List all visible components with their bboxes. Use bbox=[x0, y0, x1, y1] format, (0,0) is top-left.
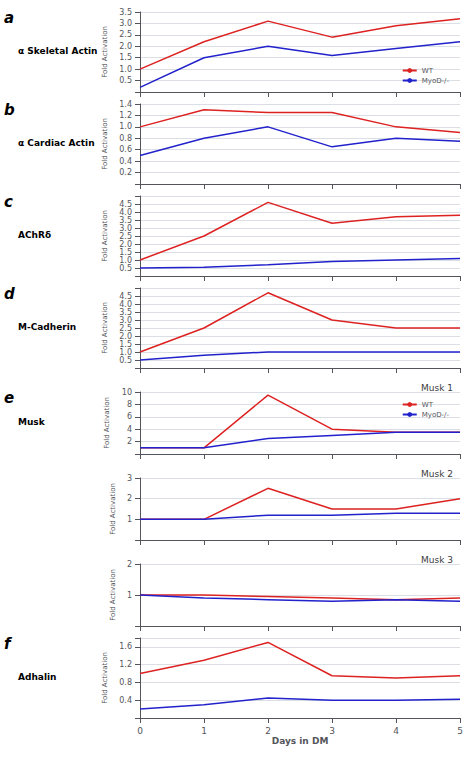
svg-text:4.0: 4.0 bbox=[119, 300, 132, 309]
svg-text:4.5: 4.5 bbox=[119, 200, 132, 209]
svg-text:Adhalin: Adhalin bbox=[18, 672, 56, 682]
svg-text:4.5: 4.5 bbox=[119, 292, 132, 301]
svg-text:5: 5 bbox=[457, 726, 463, 736]
svg-text:3.0: 3.0 bbox=[119, 224, 132, 233]
svg-text:4.0: 4.0 bbox=[119, 208, 132, 217]
svg-text:2: 2 bbox=[127, 560, 132, 569]
svg-text:1.4: 1.4 bbox=[119, 100, 132, 109]
svg-text:Fold Activation: Fold Activation bbox=[101, 210, 109, 262]
svg-text:Musk 3: Musk 3 bbox=[421, 555, 453, 565]
svg-text:e: e bbox=[4, 389, 14, 407]
svg-text:f: f bbox=[4, 635, 13, 653]
svg-text:Fold Activation: Fold Activation bbox=[101, 118, 109, 170]
svg-text:3.5: 3.5 bbox=[119, 308, 132, 317]
svg-text:2.0: 2.0 bbox=[119, 332, 132, 341]
svg-text:0.4: 0.4 bbox=[119, 696, 132, 705]
svg-text:AChRδ: AChRδ bbox=[18, 230, 51, 240]
svg-text:1.0: 1.0 bbox=[119, 348, 132, 357]
svg-text:0.5: 0.5 bbox=[119, 264, 132, 273]
svg-text:0.8: 0.8 bbox=[119, 678, 132, 687]
svg-text:b: b bbox=[4, 101, 15, 119]
svg-text:0.5: 0.5 bbox=[119, 356, 132, 365]
svg-text:2.5: 2.5 bbox=[119, 30, 132, 39]
svg-text:0.2: 0.2 bbox=[119, 168, 132, 177]
svg-text:Musk: Musk bbox=[18, 417, 46, 427]
svg-text:M-Cadherin: M-Cadherin bbox=[18, 322, 76, 332]
svg-text:1.5: 1.5 bbox=[119, 340, 132, 349]
svg-text:1: 1 bbox=[127, 591, 132, 600]
svg-text:2: 2 bbox=[127, 494, 132, 503]
svg-text:3.5: 3.5 bbox=[119, 8, 132, 17]
svg-text:4: 4 bbox=[127, 425, 132, 434]
svg-text:1.0: 1.0 bbox=[119, 65, 132, 74]
svg-text:a: a bbox=[4, 9, 14, 27]
svg-text:3.0: 3.0 bbox=[119, 316, 132, 325]
svg-text:2: 2 bbox=[127, 437, 132, 446]
svg-text:Fold Activation: Fold Activation bbox=[109, 483, 117, 535]
svg-text:Musk 1: Musk 1 bbox=[421, 383, 453, 393]
svg-text:Fold Activation: Fold Activation bbox=[109, 569, 117, 621]
svg-text:8: 8 bbox=[127, 400, 132, 409]
svg-text:2.5: 2.5 bbox=[119, 324, 132, 333]
svg-text:WT: WT bbox=[422, 67, 434, 75]
svg-text:1.2: 1.2 bbox=[119, 111, 132, 120]
svg-text:c: c bbox=[4, 193, 13, 211]
svg-text:3: 3 bbox=[127, 474, 132, 483]
svg-text:4: 4 bbox=[393, 726, 399, 736]
svg-text:10: 10 bbox=[122, 388, 132, 397]
svg-text:0.5: 0.5 bbox=[119, 76, 132, 85]
svg-text:3: 3 bbox=[329, 726, 335, 736]
svg-text:1.0: 1.0 bbox=[119, 256, 132, 265]
svg-text:3.0: 3.0 bbox=[119, 19, 132, 28]
svg-text:1.6: 1.6 bbox=[119, 642, 132, 651]
svg-text:Days in DM: Days in DM bbox=[272, 736, 329, 746]
svg-text:2.5: 2.5 bbox=[119, 232, 132, 241]
svg-text:0.4: 0.4 bbox=[119, 157, 132, 166]
svg-text:WT: WT bbox=[422, 401, 434, 409]
svg-text:0.8: 0.8 bbox=[119, 134, 132, 143]
svg-text:Fold Activation: Fold Activation bbox=[103, 397, 111, 449]
svg-text:1.0: 1.0 bbox=[119, 122, 132, 131]
svg-text:MyoD-/-: MyoD-/- bbox=[422, 77, 450, 85]
svg-text:1.2: 1.2 bbox=[119, 660, 132, 669]
svg-text:6: 6 bbox=[127, 412, 132, 421]
svg-text:2: 2 bbox=[265, 726, 271, 736]
svg-text:0.6: 0.6 bbox=[119, 145, 132, 154]
svg-text:Fold Activation: Fold Activation bbox=[101, 652, 109, 704]
svg-text:2.0: 2.0 bbox=[119, 42, 132, 51]
svg-text:3.5: 3.5 bbox=[119, 216, 132, 225]
svg-text:1.5: 1.5 bbox=[119, 53, 132, 62]
svg-text:2.0: 2.0 bbox=[119, 240, 132, 249]
svg-text:1: 1 bbox=[127, 515, 132, 524]
svg-text:d: d bbox=[4, 285, 15, 303]
svg-text:α Cardiac Actin: α Cardiac Actin bbox=[18, 138, 95, 148]
svg-text:Fold Activation: Fold Activation bbox=[101, 26, 109, 78]
svg-text:1: 1 bbox=[201, 726, 207, 736]
svg-text:0: 0 bbox=[137, 726, 143, 736]
svg-text:1.5: 1.5 bbox=[119, 248, 132, 257]
svg-text:Fold Activation: Fold Activation bbox=[101, 302, 109, 354]
svg-text:Musk 2: Musk 2 bbox=[421, 469, 453, 479]
svg-text:MyoD-/-: MyoD-/- bbox=[422, 411, 450, 419]
svg-text:α Skeletal Actin: α Skeletal Actin bbox=[18, 46, 98, 56]
